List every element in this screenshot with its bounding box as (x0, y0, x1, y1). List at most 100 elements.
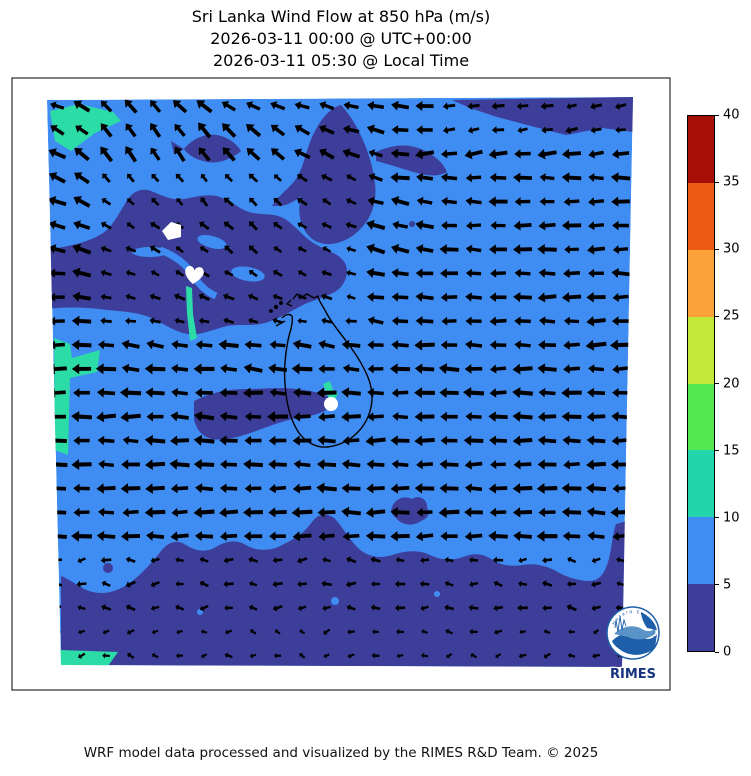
wind-arrow (590, 126, 602, 134)
wind-arrow (144, 434, 166, 446)
wind-arrow (469, 556, 479, 564)
wind-arrow (465, 196, 482, 206)
wind-arrow (464, 531, 483, 542)
wind-arrow (489, 388, 507, 398)
wind-arrow (416, 507, 433, 517)
wind-arrow (193, 363, 215, 375)
wind-arrow (543, 628, 551, 635)
wind-arrow (149, 293, 161, 301)
wind-arrow (248, 269, 258, 278)
wind-arrow (493, 580, 503, 588)
wind-arrow (73, 388, 90, 398)
wind-arrow (465, 292, 482, 302)
wind-arrow (49, 316, 65, 326)
wind-arrow (72, 291, 92, 302)
wind-arrow (100, 293, 112, 301)
wind-arrow (248, 293, 259, 301)
wind-arrow (371, 580, 380, 588)
wind-arrow (587, 387, 606, 398)
wind-arrow (561, 506, 582, 518)
wind-arrow (224, 604, 233, 612)
wind-arrow (126, 173, 135, 183)
wind-arrow (439, 459, 459, 470)
wind-arrow (420, 557, 430, 564)
wind-arrow (591, 604, 601, 612)
wind-arrow (419, 580, 430, 588)
wind-arrow (538, 316, 556, 326)
wind-arrow (391, 339, 409, 350)
wind-arrow (195, 340, 213, 350)
wind-arrow (467, 102, 480, 111)
wind-arrow (72, 267, 92, 278)
wind-arrow (366, 267, 386, 279)
wind-arrow (219, 435, 238, 446)
wind-arrow (440, 149, 458, 159)
wind-arrow (120, 483, 141, 494)
colorbar-segment-5-10 (688, 517, 714, 585)
wind-arrow (488, 148, 508, 160)
wind-arrow (73, 507, 90, 517)
wind-arrow (542, 604, 552, 612)
wind-arrow (392, 411, 409, 422)
wind-arrow (518, 580, 528, 587)
wind-arrow (536, 530, 558, 542)
wind-arrow (341, 459, 361, 470)
wind-arrow (609, 339, 632, 351)
wind-arrow (174, 293, 186, 301)
wind-arrow (341, 506, 361, 518)
wind-arrow (319, 101, 335, 111)
wind-arrow (196, 100, 213, 114)
wind-arrows (47, 99, 632, 659)
wind-arrow (391, 196, 410, 206)
wind-arrow (321, 293, 333, 301)
rimes-logo-wave-dark (612, 633, 657, 655)
wind-arrow (466, 221, 482, 231)
wind-arrow (372, 629, 379, 635)
colorbar-tick-label: 0 (723, 644, 732, 660)
wind-arrow (612, 364, 629, 374)
wind-arrow (469, 628, 478, 635)
wind-arrow (317, 435, 336, 446)
wind-arrow (96, 387, 116, 398)
wind-arrow (146, 411, 164, 422)
wind-arrow (421, 652, 429, 659)
wind-arrow (444, 580, 454, 587)
colorbar-tick-label: 20 (723, 376, 740, 391)
wind-arrow (269, 531, 286, 541)
wind-arrow (100, 100, 113, 113)
wind-arrow (563, 340, 580, 350)
inlet-3 (132, 247, 168, 257)
wind-arrow (319, 148, 335, 160)
wind-arrow (514, 197, 531, 207)
wind-arrow (244, 340, 262, 350)
wind-arrow (346, 245, 357, 253)
wind-arrow (489, 292, 507, 302)
wind-arrow (561, 411, 582, 422)
calm-heart-marker (185, 265, 204, 284)
wind-arrow (74, 172, 90, 185)
wind-arrow (273, 174, 282, 182)
wind-arrow (491, 102, 505, 111)
wind-arrow (470, 652, 478, 659)
wind-arrow (467, 126, 480, 134)
wind-arrow (150, 557, 160, 564)
wind-arrow (390, 148, 410, 159)
wind-arrow (250, 629, 257, 635)
wind-arrow (415, 149, 435, 160)
wind-arrow (366, 243, 386, 255)
colorbar-tick-label: 35 (723, 174, 740, 190)
wind-arrow (488, 530, 508, 542)
wind-arrow (297, 269, 307, 277)
chart-title: Sri Lanka Wind Flow at 850 hPa (m/s) (191, 7, 491, 26)
wind-arrow (366, 483, 385, 494)
wind-arrow (537, 244, 557, 255)
wind-arrow (171, 387, 188, 398)
wind-arrow (494, 629, 503, 635)
wind-arrow (249, 221, 258, 231)
wind-arrow (341, 387, 361, 398)
wind-arrow (244, 435, 262, 446)
wind-arrow (73, 435, 90, 446)
wind-arrow (75, 125, 89, 136)
wind-arrow (273, 246, 283, 253)
wind-arrow (120, 531, 141, 542)
